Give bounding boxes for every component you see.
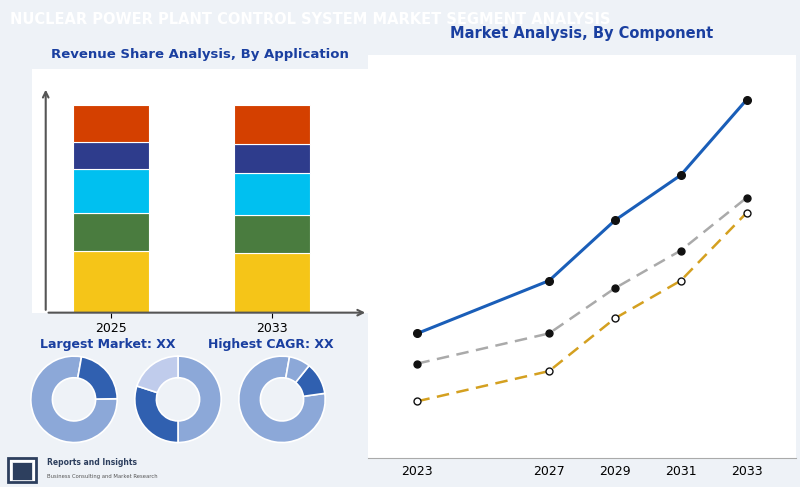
FancyBboxPatch shape (13, 462, 32, 480)
Wedge shape (295, 366, 325, 396)
Bar (73, 169, 149, 213)
Bar (234, 145, 310, 173)
Text: Highest CAGR: XX: Highest CAGR: XX (208, 338, 334, 351)
Wedge shape (78, 357, 117, 399)
Wedge shape (31, 356, 117, 443)
Text: Reports and Insights: Reports and Insights (46, 458, 137, 467)
Wedge shape (135, 386, 178, 443)
Bar (73, 251, 149, 313)
Bar (73, 142, 149, 169)
Bar (234, 215, 310, 253)
Wedge shape (286, 357, 309, 382)
Wedge shape (137, 356, 178, 393)
FancyBboxPatch shape (8, 458, 36, 482)
Text: NUCLEAR POWER PLANT CONTROL SYSTEM MARKET SEGMENT ANALYSIS: NUCLEAR POWER PLANT CONTROL SYSTEM MARKE… (10, 13, 610, 27)
Bar (73, 105, 149, 142)
Bar (73, 213, 149, 251)
Wedge shape (239, 356, 325, 443)
Title: Market Analysis, By Component: Market Analysis, By Component (450, 26, 714, 41)
Bar (234, 173, 310, 215)
Bar (234, 105, 310, 145)
Bar (234, 253, 310, 313)
Title: Revenue Share Analysis, By Application: Revenue Share Analysis, By Application (51, 48, 349, 61)
Text: Business Consulting and Market Research: Business Consulting and Market Research (46, 473, 158, 479)
Wedge shape (178, 356, 222, 443)
Text: Largest Market: XX: Largest Market: XX (40, 338, 176, 351)
